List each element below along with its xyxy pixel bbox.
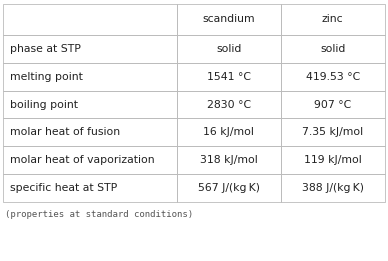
Text: specific heat at STP: specific heat at STP (10, 183, 117, 193)
Text: solid: solid (320, 44, 345, 54)
Bar (3, 146, 177, 174)
Bar (281, 174, 385, 202)
Text: 318 kJ/mol: 318 kJ/mol (200, 155, 258, 165)
Text: 567 J/(kg K): 567 J/(kg K) (198, 183, 260, 193)
Text: 907 °C: 907 °C (314, 99, 352, 110)
Bar (281, 146, 385, 174)
Text: 419.53 °C: 419.53 °C (306, 72, 360, 82)
Bar (3, 118, 177, 146)
Text: 2830 °C: 2830 °C (207, 99, 251, 110)
Text: molar heat of fusion: molar heat of fusion (10, 127, 120, 138)
Bar (3, 174, 177, 202)
Bar (177, 91, 281, 118)
Bar (177, 174, 281, 202)
Text: 7.35 kJ/mol: 7.35 kJ/mol (302, 127, 363, 138)
Text: 119 kJ/mol: 119 kJ/mol (304, 155, 362, 165)
Bar (177, 146, 281, 174)
Bar (281, 118, 385, 146)
Text: 16 kJ/mol: 16 kJ/mol (203, 127, 254, 138)
Bar (177, 35, 281, 63)
Text: zinc: zinc (322, 14, 344, 24)
Bar (177, 118, 281, 146)
Text: 1541 °C: 1541 °C (207, 72, 251, 82)
Bar (281, 35, 385, 63)
Bar (281, 91, 385, 118)
Text: phase at STP: phase at STP (10, 44, 81, 54)
Text: 388 J/(kg K): 388 J/(kg K) (302, 183, 364, 193)
Text: scandium: scandium (203, 14, 255, 24)
Bar (177, 4, 281, 35)
Bar (3, 35, 177, 63)
Bar (281, 4, 385, 35)
Bar (3, 4, 177, 35)
Text: molar heat of vaporization: molar heat of vaporization (10, 155, 155, 165)
Text: boiling point: boiling point (10, 99, 78, 110)
Bar (177, 63, 281, 91)
Text: melting point: melting point (10, 72, 83, 82)
Bar (281, 63, 385, 91)
Text: solid: solid (216, 44, 241, 54)
Bar (3, 91, 177, 118)
Bar (3, 63, 177, 91)
Text: (properties at standard conditions): (properties at standard conditions) (5, 210, 193, 219)
